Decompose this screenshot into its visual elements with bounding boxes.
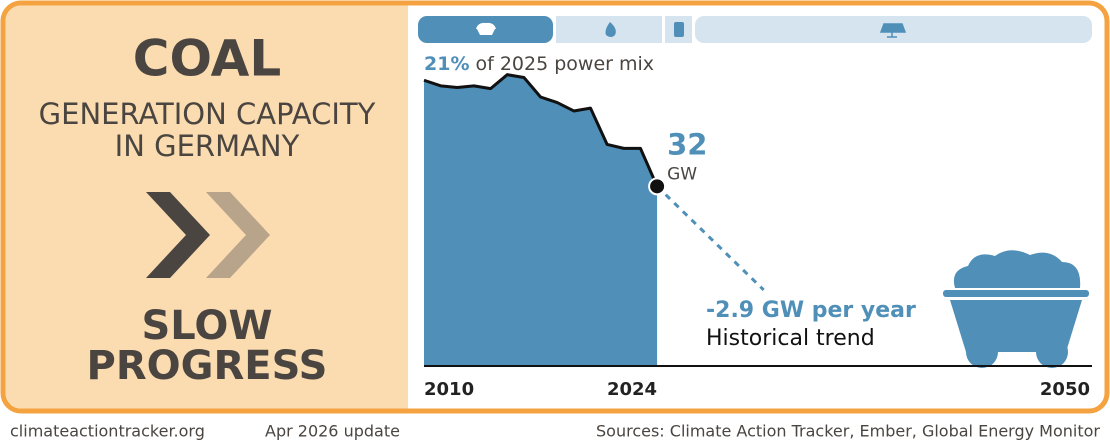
unit-label: GW — [667, 164, 697, 184]
x-tick-label: 2024 — [607, 379, 657, 400]
trend-label: -2.9 GW per year — [706, 298, 916, 323]
x-tick-label: 2050 — [1040, 379, 1090, 400]
area — [424, 74, 658, 366]
trend-line — [656, 185, 765, 292]
line — [423, 73, 659, 187]
footer-sources: Sources: Climate Action Tracker, Ember, … — [596, 422, 1100, 441]
footer-update: Apr 2026 update — [265, 422, 400, 441]
tabs — [418, 16, 1092, 43]
status: PROGRESS — [87, 343, 328, 389]
chevron — [146, 192, 210, 278]
share-annotation: 21% of 2025 power mix — [424, 53, 654, 75]
panel-title: COAL — [133, 30, 281, 88]
value-label: 32 — [667, 127, 707, 161]
panel-subtitle: IN GERMANY — [115, 129, 300, 163]
last-point — [648, 177, 667, 196]
panel-subtitle: GENERATION CAPACITY — [39, 97, 376, 131]
flame-icon — [605, 22, 616, 37]
trend-caption: Historical trend — [706, 326, 875, 351]
barrel-icon — [674, 22, 684, 37]
footer-site: climateactiontracker.org — [10, 422, 205, 441]
share-text: of 2025 power mix — [475, 53, 654, 75]
left-panel — [5, 5, 409, 409]
chevron — [206, 192, 270, 278]
x-tick-label: 2010 — [424, 379, 474, 400]
share-value: 21% — [424, 53, 469, 75]
coal-icon — [476, 22, 496, 35]
solar-icon — [879, 23, 907, 38]
status: SLOW — [142, 303, 273, 349]
cart-icon — [943, 250, 1089, 368]
